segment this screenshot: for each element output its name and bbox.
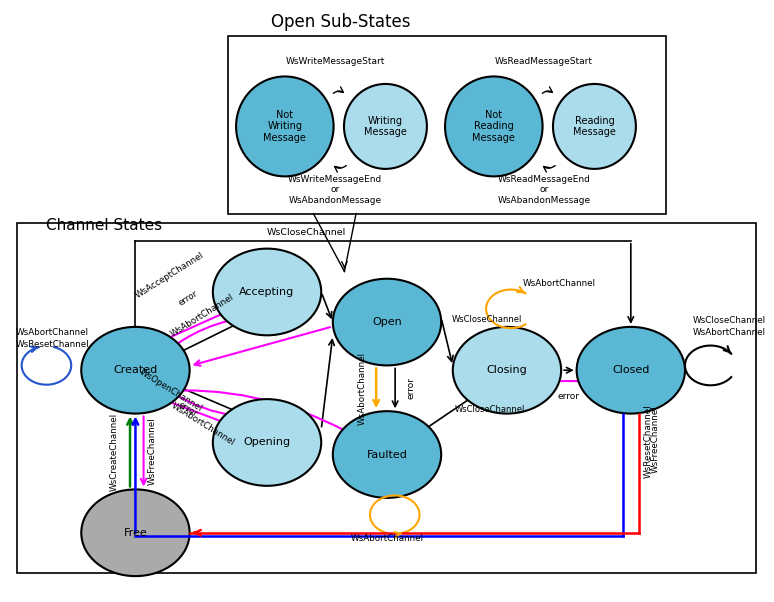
Text: WsOpenChannel: WsOpenChannel xyxy=(137,367,204,413)
Ellipse shape xyxy=(333,279,441,365)
Ellipse shape xyxy=(81,327,190,414)
Text: WsAbortChannel: WsAbortChannel xyxy=(170,293,236,338)
Text: Free: Free xyxy=(124,528,147,538)
FancyBboxPatch shape xyxy=(228,36,666,214)
Text: WsAbortChannel: WsAbortChannel xyxy=(693,329,765,337)
Text: Opening: Opening xyxy=(244,438,290,447)
Text: WsCloseChannel: WsCloseChannel xyxy=(693,317,765,325)
Text: Created: Created xyxy=(113,365,158,375)
Text: error: error xyxy=(176,288,200,308)
Text: Not
Reading
Message: Not Reading Message xyxy=(472,110,515,143)
Text: WsResetChannel: WsResetChannel xyxy=(643,404,652,478)
Ellipse shape xyxy=(445,76,543,176)
Text: Faulted: Faulted xyxy=(367,450,407,459)
Text: Closed: Closed xyxy=(612,365,649,375)
Text: WsWriteMessageStart: WsWriteMessageStart xyxy=(286,57,385,66)
Text: WsAcceptChannel: WsAcceptChannel xyxy=(135,251,206,300)
Text: error: error xyxy=(558,392,580,401)
Ellipse shape xyxy=(213,399,321,486)
Text: WsAbortChannel: WsAbortChannel xyxy=(170,402,236,447)
Text: Not
Writing
Message: Not Writing Message xyxy=(263,110,307,143)
Ellipse shape xyxy=(553,84,636,169)
Ellipse shape xyxy=(344,84,427,169)
Ellipse shape xyxy=(81,489,190,576)
Text: Channel States: Channel States xyxy=(46,218,163,233)
Text: WsAbortChannel: WsAbortChannel xyxy=(351,535,423,543)
Text: WsReadMessageStart: WsReadMessageStart xyxy=(495,57,593,66)
Text: Writing
Message: Writing Message xyxy=(364,116,407,137)
Text: WsReadMessageEnd
or
WsAbandonMessage: WsReadMessageEnd or WsAbandonMessage xyxy=(498,175,591,205)
Text: Reading
Message: Reading Message xyxy=(573,116,616,137)
Text: Closing: Closing xyxy=(487,365,527,375)
Text: WsCloseChannel: WsCloseChannel xyxy=(451,315,522,323)
Text: WsResetChannel: WsResetChannel xyxy=(15,340,89,349)
Ellipse shape xyxy=(236,76,334,176)
Ellipse shape xyxy=(453,327,561,414)
Text: WsAbortChannel: WsAbortChannel xyxy=(358,352,367,425)
Ellipse shape xyxy=(577,327,685,414)
Text: error: error xyxy=(407,377,416,399)
Text: WsCloseChannel: WsCloseChannel xyxy=(267,229,346,237)
Text: WsAbortChannel: WsAbortChannel xyxy=(15,328,88,337)
Ellipse shape xyxy=(333,411,441,498)
Text: WsCreateChannel: WsCreateChannel xyxy=(109,412,118,491)
FancyBboxPatch shape xyxy=(17,223,756,573)
Text: error: error xyxy=(176,400,200,419)
Text: WsFreeChannel: WsFreeChannel xyxy=(148,418,157,485)
Text: WsCloseChannel: WsCloseChannel xyxy=(455,405,526,414)
Text: WsAbortChannel: WsAbortChannel xyxy=(522,279,595,288)
Text: Open: Open xyxy=(372,317,402,327)
Text: Accepting: Accepting xyxy=(239,287,295,297)
Ellipse shape xyxy=(213,249,321,335)
Text: WsWriteMessageEnd
or
WsAbandonMessage: WsWriteMessageEnd or WsAbandonMessage xyxy=(288,175,382,205)
Text: WsFreeChannel: WsFreeChannel xyxy=(651,406,659,473)
Text: Open Sub-States: Open Sub-States xyxy=(271,13,410,31)
